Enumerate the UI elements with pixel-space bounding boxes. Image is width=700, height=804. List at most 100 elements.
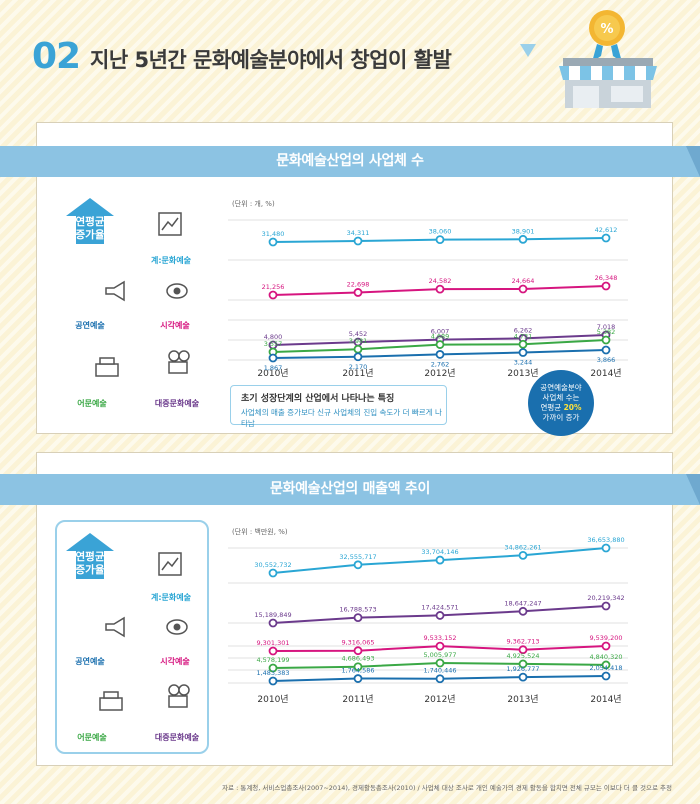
data-label: 4,578,199 bbox=[256, 656, 289, 664]
data-point bbox=[435, 555, 445, 565]
badge2-line-1: 연평균 bbox=[75, 551, 105, 563]
data-point bbox=[601, 335, 611, 345]
bubble-line-3-prefix: 연평균 bbox=[540, 403, 564, 412]
kpi-popular-circle: 9.96% bbox=[132, 338, 176, 382]
data-label: 1,867 bbox=[264, 364, 283, 372]
data-label: 32,555,717 bbox=[339, 553, 376, 561]
kpi-popular-value: 9.96 bbox=[135, 353, 165, 367]
data-point bbox=[601, 345, 611, 355]
pennant-icon bbox=[520, 44, 536, 57]
data-point bbox=[268, 237, 278, 247]
camera-icon bbox=[168, 350, 190, 374]
data-point bbox=[353, 236, 363, 246]
data-point bbox=[601, 281, 611, 291]
data-label: 4,925,524 bbox=[506, 652, 539, 660]
kpi2-literature-label: 어문예술 bbox=[77, 733, 107, 742]
kpi-total-value: 7.86 bbox=[121, 210, 161, 230]
data-point bbox=[435, 641, 445, 651]
note-box: 초기 성장단계의 산업에서 나타나는 특징 사업체의 매출 증가보다 신규 사업… bbox=[230, 385, 447, 428]
chart2-unit-label: (단위 : 백만원, %) bbox=[232, 528, 288, 536]
kpi2-literature-unit: % bbox=[98, 690, 105, 698]
badge-line-1: 연평균 bbox=[75, 216, 105, 228]
data-label: 9,316,065 bbox=[341, 639, 374, 647]
chart1-unit-label: (단위 : 개, %) bbox=[232, 200, 275, 208]
data-point bbox=[268, 618, 278, 628]
kpi-literature-label: 어문예술 bbox=[77, 399, 107, 408]
kpi2-popular-unit: % bbox=[166, 690, 173, 698]
kpi-visual-value: 5.51 bbox=[134, 282, 164, 296]
data-label: 4,686,493 bbox=[341, 655, 374, 663]
kpi2-popular-value: 7.41 bbox=[135, 687, 165, 701]
kpi2-visual-value: 0.63 bbox=[134, 618, 164, 632]
data-point bbox=[601, 671, 611, 681]
data-point bbox=[518, 348, 528, 357]
data-point bbox=[601, 233, 611, 243]
camera-icon-2 bbox=[168, 684, 190, 708]
data-point bbox=[435, 235, 445, 245]
data-point bbox=[353, 288, 363, 297]
data-label: 15,189,849 bbox=[254, 611, 291, 619]
data-point bbox=[518, 672, 528, 682]
data-label: 21,256 bbox=[262, 283, 285, 291]
data-label: 9,533,152 bbox=[423, 634, 456, 642]
data-point bbox=[518, 339, 528, 349]
data-point bbox=[601, 543, 611, 553]
data-label: 1,483,383 bbox=[256, 669, 289, 677]
kpi2-total-label: 계:문화예술 bbox=[151, 593, 191, 602]
data-label: 7,018 bbox=[597, 323, 616, 331]
data-point bbox=[435, 284, 445, 294]
data-label: 9,362,713 bbox=[506, 638, 539, 646]
data-label: 42,612 bbox=[595, 226, 618, 234]
x-tick-label: 2013년 bbox=[507, 368, 538, 379]
chart1-svg: 2010년 2011년 2012년 2013년 2014년 31,480 34,311 38,… bbox=[228, 219, 628, 379]
data-point bbox=[268, 663, 278, 673]
data-point bbox=[435, 350, 445, 359]
data-label: 1,926,777 bbox=[506, 665, 539, 673]
badge2-line-2: 증가율 bbox=[75, 564, 105, 576]
section-number: 02 bbox=[32, 36, 81, 77]
data-label: 4,840,320 bbox=[589, 653, 622, 661]
kpi2-performing-unit: % bbox=[99, 621, 106, 629]
kpi-visual-label: 시각예술 bbox=[160, 321, 190, 330]
data-label: 1,764,586 bbox=[341, 667, 374, 675]
data-point bbox=[518, 234, 528, 244]
data-label: 38,901 bbox=[512, 227, 535, 235]
section1-title: 문화예술산업의 사업체 수 bbox=[0, 146, 700, 177]
eye-icon-2 bbox=[166, 619, 188, 635]
data-point bbox=[353, 662, 363, 672]
data-label: 24,664 bbox=[512, 277, 535, 285]
data-label: 17,424,571 bbox=[421, 603, 458, 611]
source-note: 자료 : 통계청, 서비스업총조사(2007~2014), 경제활동총조사(20… bbox=[222, 784, 672, 792]
data-label: 9,539,200 bbox=[589, 634, 622, 642]
data-point bbox=[268, 290, 278, 300]
data-point bbox=[353, 344, 363, 354]
data-point bbox=[353, 560, 363, 570]
kpi-total-label: 계:문화예술 bbox=[151, 256, 191, 265]
chart2-svg: 2010년 2011년 2012년 2013년 2014년 30,552,732 32,55… bbox=[228, 536, 628, 705]
data-point bbox=[268, 646, 278, 656]
kpi2-performing-value: 8.48 bbox=[68, 618, 98, 632]
data-point bbox=[518, 659, 528, 669]
data-point bbox=[268, 568, 278, 578]
data-point bbox=[601, 660, 611, 670]
data-label: 4,800 bbox=[264, 333, 283, 341]
shop-icon: % bbox=[559, 10, 657, 108]
page-header: 02 지난 5년간 문화예술분야에서 창업이 활발 % bbox=[0, 0, 700, 110]
data-label: 2,170 bbox=[349, 363, 368, 371]
data-label: 31,480 bbox=[262, 230, 285, 238]
data-point bbox=[435, 340, 445, 349]
eye-icon bbox=[166, 283, 188, 299]
data-point bbox=[435, 674, 445, 684]
data-label: 6,262 bbox=[514, 326, 533, 334]
data-label: 36,653,880 bbox=[587, 536, 624, 544]
kpi2-visual-label: 시각예술 bbox=[160, 657, 190, 666]
data-label: 5,382 bbox=[597, 328, 616, 336]
data-label: 3,866 bbox=[597, 356, 616, 364]
data-point bbox=[518, 550, 528, 560]
data-label: 2,762 bbox=[431, 360, 450, 368]
kpi-performing-value: 19.96 bbox=[64, 282, 103, 296]
data-point bbox=[435, 611, 445, 620]
kpi2-performing-circle: 8.48% bbox=[66, 604, 108, 646]
bubble-highlight: 20% bbox=[563, 403, 582, 412]
typewriter-icon-2 bbox=[99, 691, 123, 711]
